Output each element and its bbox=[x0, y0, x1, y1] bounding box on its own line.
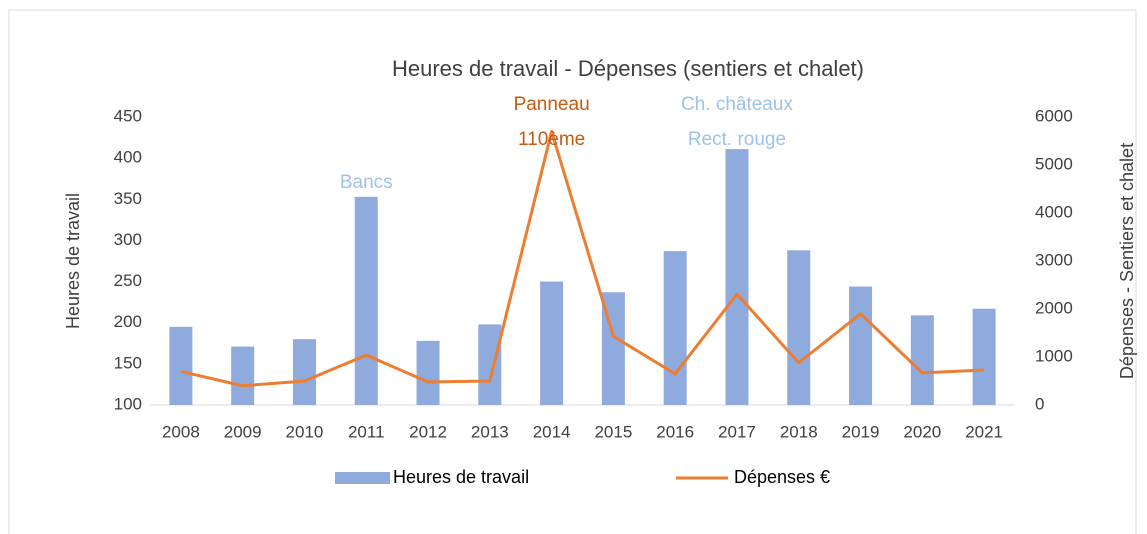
x-tick-label: 2010 bbox=[286, 422, 324, 441]
y-tick-label: 450 bbox=[114, 106, 142, 125]
y2-tick-label: 0 bbox=[1035, 394, 1044, 413]
y-axis-title: Heures de travail bbox=[63, 193, 83, 329]
bar bbox=[231, 346, 255, 405]
chart-border bbox=[8, 9, 1137, 534]
x-tick-label: 2009 bbox=[224, 422, 262, 441]
x-tick-label: 2008 bbox=[162, 422, 200, 441]
bar bbox=[910, 315, 934, 405]
chart-title: Heures de travail - Dépenses (sentiers e… bbox=[392, 56, 864, 81]
bar bbox=[354, 196, 378, 405]
y-tick-label: 300 bbox=[114, 230, 142, 249]
bar bbox=[169, 326, 193, 405]
annotation: Panneau bbox=[514, 94, 590, 115]
y2-tick-label: 2000 bbox=[1035, 298, 1073, 317]
bar bbox=[849, 286, 873, 405]
x-tick-label: 2012 bbox=[409, 422, 447, 441]
line bbox=[180, 129, 985, 388]
y2-tick-label: 6000 bbox=[1035, 106, 1073, 125]
bar bbox=[292, 339, 316, 405]
x-tick-label: 2013 bbox=[471, 422, 509, 441]
x-tick-label: 2017 bbox=[718, 422, 756, 441]
y2-axis-title: Dépenses - Sentiers et chalet bbox=[1117, 143, 1137, 379]
bar bbox=[416, 340, 440, 405]
x-tick-label: 2021 bbox=[965, 422, 1003, 441]
x-tick-label: 2015 bbox=[594, 422, 632, 441]
bar bbox=[540, 281, 564, 405]
bar bbox=[663, 251, 687, 405]
x-tick-label: 2014 bbox=[533, 422, 571, 441]
legend-label: Dépenses € bbox=[734, 467, 830, 487]
y-tick-label: 150 bbox=[114, 353, 142, 372]
y2-tick-label: 1000 bbox=[1035, 346, 1073, 365]
x-tick-label: 2016 bbox=[656, 422, 694, 441]
y-tick-label: 100 bbox=[114, 394, 142, 413]
annotation: Bancs bbox=[340, 172, 393, 193]
annotation: Ch. châteaux bbox=[681, 94, 793, 115]
bar bbox=[478, 324, 502, 405]
legend-swatch bbox=[335, 472, 390, 484]
x-tick-label: 2011 bbox=[348, 422, 385, 441]
annotation: Rect. rouge bbox=[688, 129, 786, 150]
y2-tick-label: 3000 bbox=[1035, 250, 1073, 269]
annotation: 110ème bbox=[518, 129, 585, 150]
y-tick-label: 400 bbox=[114, 148, 142, 167]
x-tick-label: 2020 bbox=[903, 422, 941, 441]
bar bbox=[725, 149, 749, 405]
bar bbox=[787, 250, 811, 405]
y-tick-label: 200 bbox=[114, 312, 142, 331]
x-tick-label: 2018 bbox=[780, 422, 818, 441]
y2-tick-label: 4000 bbox=[1035, 202, 1073, 221]
bar bbox=[972, 308, 996, 405]
y2-tick-label: 5000 bbox=[1035, 154, 1073, 173]
y-tick-label: 350 bbox=[114, 189, 142, 208]
y-tick-label: 250 bbox=[114, 271, 142, 290]
legend-label: Heures de travail bbox=[393, 467, 529, 487]
x-tick-label: 2019 bbox=[842, 422, 880, 441]
